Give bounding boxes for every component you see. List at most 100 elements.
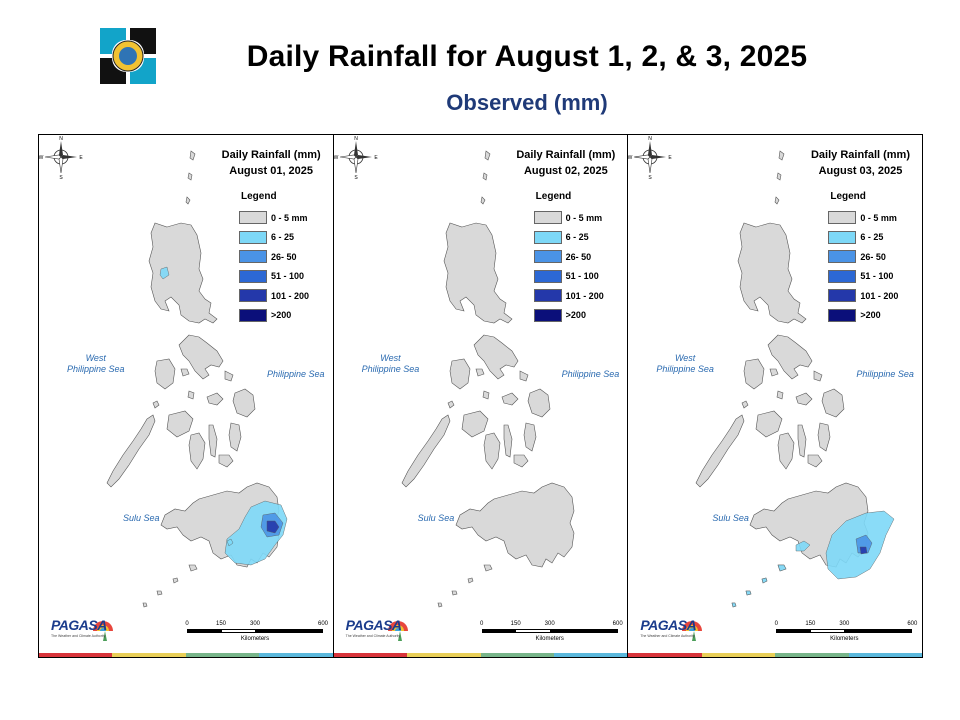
legend-swatch [828,211,857,225]
map-panel: N S W E Daily Rainfall (mm) August 02, 2… [332,135,628,657]
svg-text:W: W [334,155,339,161]
scale-tick: 600 [907,621,918,627]
rain-area [860,546,868,555]
svg-text:S: S [59,175,63,179]
legend-swatch [533,269,562,283]
rain-area [762,577,768,584]
pagasa-wordmark: PAGASA [640,617,697,633]
legend-swatch [239,269,267,283]
pagasa-tagline: The Weather and Climate Authority [51,634,106,638]
legend-swatch [239,230,267,244]
legend-label: 51 - 100 [271,271,305,282]
svg-text:N: N [59,136,63,142]
scale-tick: 150 [805,621,816,627]
color-strip [628,653,923,657]
legend-swatch [533,230,562,244]
rain-area [856,534,873,554]
legend-title: Legend [830,191,866,202]
legend-item: 101 - 200 [533,286,604,306]
legend-item: 26- 50 [533,247,604,267]
pagasa-logo: PAGASA The Weather and Climate Authority [340,617,414,647]
svg-text:E: E [669,155,673,161]
compass-rose-icon: N S W E [334,136,378,179]
legend: Legend 0 - 5 mm 6 - 25 26- 50 51 - 100 101 -… [828,191,898,325]
legend-swatch [828,308,857,322]
legend-item: 26- 50 [239,247,309,267]
rain-area [746,590,752,596]
legend-item: 51 - 100 [533,267,604,287]
color-strip [333,653,628,657]
legend: Legend 0 - 5 mm 6 - 25 26- 50 51 - 100 101 -… [239,191,309,325]
pagasa-tagline: The Weather and Climate Authority [345,634,401,638]
rain-area [778,564,787,572]
scale-tick: 600 [317,621,329,627]
svg-text:S: S [649,175,653,179]
legend-label: 6 - 25 [565,232,589,243]
sea-label-east: Philippine Sea [561,369,620,379]
panel-title: Daily Rainfall (mm) August 03, 2025 [811,147,910,179]
scale-unit: Kilometers [535,636,564,642]
panel-title: Daily Rainfall (mm) August 01, 2025 [222,147,321,179]
svg-text:W: W [39,155,44,161]
legend-swatch [239,250,267,264]
legend-item: 51 - 100 [828,267,898,287]
scale-bar: 0 150 300 600 Kilometers [185,621,333,647]
legend-swatch [239,211,267,225]
panel-date: August 02, 2025 [523,165,608,177]
legend-label: 26- 50 [565,251,592,262]
scale-tick: 0 [185,621,189,627]
legend-label: 6 - 25 [271,232,295,243]
sea-label-east: Philippine Sea [267,369,325,379]
panel-title: Daily Rainfall (mm) August 02, 2025 [516,147,615,179]
legend-label: 101 - 200 [271,290,310,301]
scale-tick: 150 [510,621,521,627]
color-strip [39,653,333,657]
legend-label: 101 - 200 [565,290,604,301]
legend-swatch [828,230,857,244]
pagasa-wordmark: PAGASA [345,617,402,633]
map-panel: N S W E Daily Rainfall (mm) August 03, 2… [627,135,923,657]
scale-tick: 300 [544,621,555,627]
sea-label-west: West Philippine Sea [656,353,714,374]
sea-label-west: West Philippine Sea [361,353,420,374]
svg-text:N: N [354,136,358,142]
legend-swatch [533,308,562,322]
svg-text:E: E [374,155,378,161]
panel-title-label: Daily Rainfall (mm) [516,149,616,161]
scale-tick: 300 [249,621,261,627]
sea-label-east: Philippine Sea [856,369,914,379]
legend-item: 101 - 200 [239,286,309,306]
panel-date: August 01, 2025 [229,165,314,177]
scale-tick: 600 [612,621,623,627]
svg-text:S: S [354,175,358,179]
legend-label: >200 [271,310,292,321]
legend-item: >200 [533,306,604,326]
legend-title: Legend [535,191,572,202]
dost-logo [96,24,160,88]
pagasa-logo: PAGASA The Weather and Climate Authority [45,617,119,647]
legend-label: >200 [860,310,881,321]
legend-swatch [533,289,562,303]
legend-label: 101 - 200 [860,290,899,301]
legend-item: 6 - 25 [239,228,309,248]
legend-swatch [828,250,857,264]
scale-tick: 300 [839,621,850,627]
scale-tick: 0 [480,621,484,627]
legend-item: 0 - 5 mm [828,208,898,228]
legend-swatch [533,250,562,264]
sea-label-west: West Philippine Sea [67,353,125,374]
legend-item: 6 - 25 [533,228,604,248]
map-panel: N S W E Daily Rainfall (mm) August 01, 2… [39,135,333,657]
philippines-map [695,150,895,608]
legend: Legend 0 - 5 mm 6 - 25 26- 50 51 - 100 101 -… [533,191,604,326]
legend-item: 6 - 25 [828,228,898,248]
rain-area [226,538,234,547]
panel-title-label: Daily Rainfall (mm) [810,149,911,161]
rain-area [732,602,737,608]
legend-item: 26- 50 [828,247,898,267]
legend-swatch [239,308,267,322]
page-subtitle: Observed (mm) [446,90,608,115]
compass-rose-icon: N S W E [628,136,673,179]
legend-item: 0 - 5 mm [533,208,604,228]
sea-label-sulu: Sulu Sea [712,513,749,523]
